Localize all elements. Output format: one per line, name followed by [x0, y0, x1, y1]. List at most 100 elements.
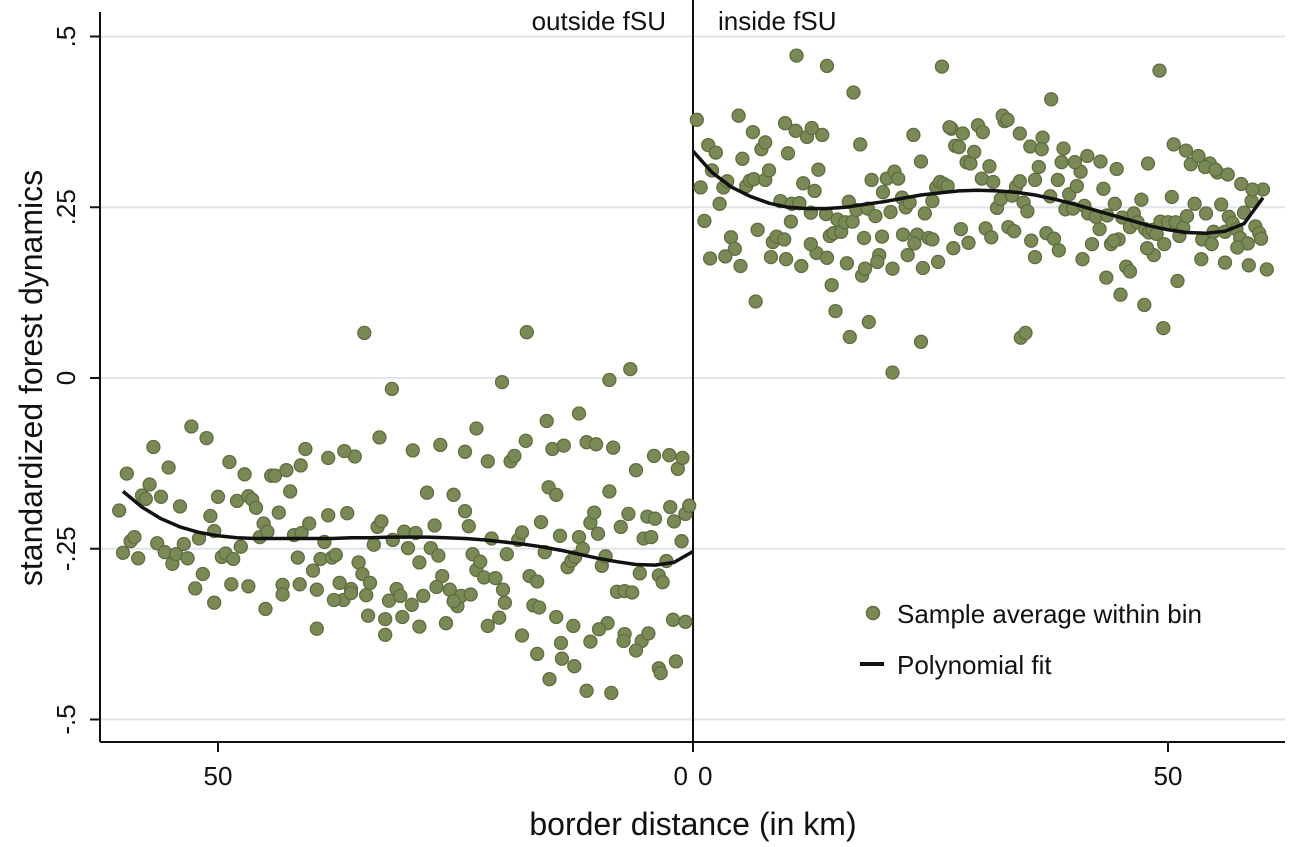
data-point: [675, 450, 690, 466]
data-point: [824, 277, 839, 293]
data-point: [761, 163, 777, 178]
data-point: [1080, 148, 1095, 164]
data-point: [1093, 154, 1108, 169]
data-point: [480, 454, 495, 469]
data-point: [549, 487, 564, 502]
data-point: [400, 540, 416, 556]
data-point: [362, 575, 378, 591]
data-point: [697, 213, 712, 229]
data-point: [427, 518, 442, 533]
data-point: [176, 536, 191, 552]
data-point: [395, 609, 410, 625]
data-point: [267, 468, 283, 483]
data-point: [539, 413, 554, 429]
data-point: [613, 519, 628, 535]
data-point: [628, 463, 644, 478]
data-point: [942, 120, 957, 135]
data-point: [625, 585, 640, 600]
data-point: [632, 566, 647, 581]
data-point: [579, 683, 594, 698]
data-point: [556, 438, 571, 453]
data-point: [819, 58, 835, 74]
data-point: [275, 587, 290, 602]
data-point: [357, 325, 372, 341]
data-point: [984, 230, 999, 245]
data-point: [146, 439, 161, 455]
data-point: [549, 609, 564, 625]
x-tick-label: 50: [1154, 761, 1183, 791]
data-point: [644, 529, 659, 545]
data-point: [891, 171, 906, 186]
data-point: [405, 443, 420, 458]
data-point: [1157, 236, 1172, 252]
data-point: [480, 618, 495, 634]
data-point: [930, 254, 946, 270]
data-point: [815, 127, 830, 143]
data-point: [1194, 252, 1209, 267]
fit-line: [121, 490, 694, 567]
data-point: [1230, 240, 1245, 255]
data-point: [748, 294, 763, 309]
data-point: [758, 135, 773, 150]
data-point: [689, 112, 704, 127]
data-point: [883, 204, 898, 220]
data-point: [804, 120, 819, 136]
data-point: [616, 633, 631, 649]
data-point: [292, 577, 307, 592]
data-point: [203, 508, 218, 524]
data-point: [783, 214, 799, 229]
data-point: [492, 610, 507, 625]
data-point: [653, 665, 668, 681]
data-point: [119, 466, 134, 481]
data-point: [1204, 236, 1219, 252]
data-point: [180, 551, 195, 566]
data-point: [224, 577, 239, 592]
data-point: [1027, 249, 1043, 265]
data-point: [1020, 204, 1035, 219]
data-point: [780, 146, 796, 161]
data-point: [803, 236, 818, 252]
data-point: [1054, 155, 1069, 170]
data-point: [340, 506, 355, 521]
data-point: [641, 626, 656, 641]
data-point: [727, 241, 742, 257]
data-point: [846, 85, 861, 100]
data-point: [566, 618, 581, 634]
data-point: [975, 124, 990, 140]
data-point: [226, 551, 241, 567]
data-point: [982, 159, 997, 174]
region-label-outside: outside fSU: [532, 6, 666, 36]
data-point: [621, 506, 636, 522]
data-point: [359, 588, 374, 603]
data-point: [731, 108, 746, 123]
sample-points: [112, 48, 1274, 701]
x-tick-label: 0: [674, 761, 688, 791]
data-point: [735, 151, 750, 166]
data-point: [666, 514, 682, 529]
data-point: [1198, 206, 1214, 221]
data-point: [533, 514, 549, 530]
data-point: [416, 588, 431, 604]
data-point: [913, 334, 929, 349]
data-point: [457, 444, 473, 459]
data-point: [271, 505, 286, 520]
data-point: [248, 500, 264, 515]
data-point: [283, 484, 298, 499]
data-point: [1217, 255, 1233, 270]
y-ticks: .5 .25 0 -.25 -.5: [51, 26, 100, 735]
data-point: [293, 458, 308, 473]
data-point: [1012, 126, 1027, 141]
data-point: [553, 635, 569, 651]
data-point: [900, 247, 915, 263]
data-point: [531, 600, 547, 615]
data-point: [953, 221, 969, 237]
data-point: [1050, 172, 1065, 188]
data-point: [530, 646, 545, 662]
data-point: [495, 582, 511, 597]
data-point: [332, 575, 347, 591]
data-point: [463, 587, 478, 602]
data-point: [1134, 192, 1149, 207]
data-point: [777, 116, 793, 131]
